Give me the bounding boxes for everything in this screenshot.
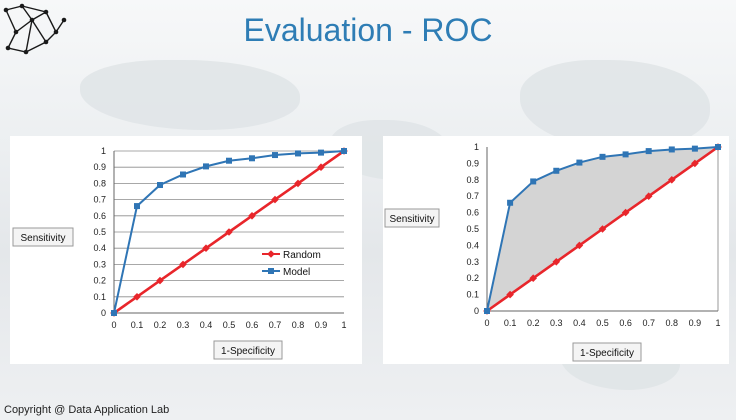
- model-point: [715, 144, 721, 150]
- x-tick-label: 0: [111, 320, 116, 330]
- page-title: Evaluation - ROC: [243, 12, 493, 48]
- x-tick-label: 0.3: [550, 318, 563, 328]
- x-tick-label: 0.9: [689, 318, 702, 328]
- x-tick-label: 0.8: [666, 318, 679, 328]
- x-tick-label: 1: [715, 318, 720, 328]
- x-tick-label: 0.5: [596, 318, 609, 328]
- roc-chart-right: 0 0.1 0.2 0.3 0.4 0.5 0.6 0.7 0.8 0.9 1 0 0.1 0.2 0.3 0…: [383, 136, 729, 364]
- y-tick-label: 0.1: [93, 292, 106, 302]
- roc-chart-left: 0 0.1 0.2 0.3 0.4 0.5 0.6 0.7 0.8 0.9 1 0 0.1 0.2 0.3 0…: [10, 136, 362, 364]
- x-tick-label: 0.8: [292, 320, 305, 330]
- y-tick-label: 0.9: [93, 162, 106, 172]
- world-map-shape: [80, 60, 300, 130]
- y-tick-label: 0.7: [466, 191, 479, 201]
- copyright-footer: Copyright @ Data Application Lab: [4, 404, 170, 416]
- model-point: [295, 150, 301, 157]
- x-tick-label: 0.1: [131, 320, 144, 330]
- random-point: [506, 290, 514, 299]
- random-point: [133, 293, 141, 301]
- x-tick-label: 0.7: [642, 318, 655, 328]
- y-tick-label: 0.5: [93, 227, 106, 237]
- model-point: [507, 199, 514, 206]
- random-point: [552, 258, 561, 266]
- model-point: [111, 310, 117, 316]
- x-axis-label-box: [213, 340, 283, 360]
- x-tick-label: 0.2: [154, 320, 167, 330]
- y-tick-label: 0.5: [466, 224, 479, 234]
- x-tick-label: 0.9: [315, 320, 328, 330]
- random-point: [644, 192, 653, 200]
- roc-chart-left-svg: 0 0.1 0.2 0.3 0.4 0.5 0.6 0.7 0.8 0.9 1 0 0.1 0.2 0.3 0…: [12, 146, 348, 360]
- model-point: [576, 159, 583, 166]
- world-map-shape: [520, 60, 710, 150]
- x-tick-label: 0.3: [177, 320, 190, 330]
- x-tick-label: 0.2: [527, 318, 540, 328]
- random-point: [225, 228, 233, 236]
- random-point: [668, 176, 676, 184]
- network-logo-icon: [3, 3, 67, 55]
- model-point: [272, 152, 278, 159]
- model-point: [134, 203, 140, 210]
- x-axis-label-box: [572, 342, 642, 362]
- x-tick-label: 0: [484, 318, 489, 328]
- legend-swatch-marker: [267, 250, 275, 258]
- x-tick-label: 0.5: [223, 320, 236, 330]
- y-tick-label: 0.2: [93, 276, 106, 286]
- y-tick-label: 0.7: [93, 195, 106, 205]
- model-point: [318, 149, 324, 156]
- x-tick-label: 0.4: [200, 320, 213, 330]
- random-point: [575, 241, 584, 250]
- y-tick-label: 0.1: [466, 290, 479, 300]
- y-tick-label: 0.9: [466, 158, 479, 168]
- model-point: [691, 145, 698, 152]
- model-point: [599, 153, 606, 160]
- model-point: [553, 167, 560, 174]
- model-point: [157, 182, 163, 189]
- model-point: [530, 178, 537, 185]
- legend-label-random: Random: [283, 250, 321, 261]
- y-axis-label-box: [12, 227, 74, 247]
- y-tick-label: 1: [101, 146, 106, 156]
- legend-swatch-marker: [268, 268, 274, 274]
- random-point: [179, 260, 187, 269]
- y-tick-label: 0.8: [466, 175, 479, 185]
- x-tick-label: 0.7: [269, 320, 282, 330]
- y-tick-label: 0.4: [93, 243, 106, 253]
- y-tick-label: 0.3: [93, 259, 106, 269]
- model-point: [249, 155, 255, 162]
- random-point: [529, 274, 537, 282]
- model-point: [645, 148, 652, 155]
- y-tick-label: 0.6: [93, 211, 106, 221]
- x-tick-label: 0.4: [573, 318, 586, 328]
- x-axis-label: 1-Specificity: [221, 346, 275, 357]
- model-point: [668, 146, 675, 153]
- x-axis-label: 1-Specificity: [580, 348, 634, 359]
- model-point: [484, 308, 490, 314]
- roc-chart-right-svg: 0 0.1 0.2 0.3 0.4 0.5 0.6 0.7 0.8 0.9 1 0 0.1 0.2 0.3 0…: [384, 142, 722, 362]
- y-tick-label: 0.8: [93, 178, 106, 188]
- y-tick-label: 0.4: [466, 240, 479, 250]
- model-point: [622, 151, 629, 158]
- y-tick-label: 0.2: [466, 273, 479, 283]
- random-point: [156, 276, 164, 285]
- random-point: [621, 208, 630, 217]
- model-point: [226, 157, 232, 164]
- model-point: [180, 171, 186, 178]
- model-point: [341, 148, 347, 154]
- y-tick-label: 0.6: [466, 208, 479, 218]
- y-tick-label: 0.3: [466, 257, 479, 267]
- x-tick-label: 1: [341, 320, 346, 330]
- x-tick-label: 0.1: [504, 318, 517, 328]
- y-axis-label: Sensitivity: [20, 233, 65, 244]
- legend-label-model: Model: [283, 267, 310, 278]
- y-tick-label: 0: [474, 306, 479, 316]
- y-tick-label: 1: [474, 142, 479, 152]
- y-tick-label: 0: [101, 308, 106, 318]
- model-point: [203, 163, 209, 170]
- y-axis-label-box: [384, 208, 440, 228]
- y-axis-label: Sensitivity: [389, 214, 434, 225]
- x-tick-label: 0.6: [246, 320, 259, 330]
- x-tick-label: 0.6: [619, 318, 632, 328]
